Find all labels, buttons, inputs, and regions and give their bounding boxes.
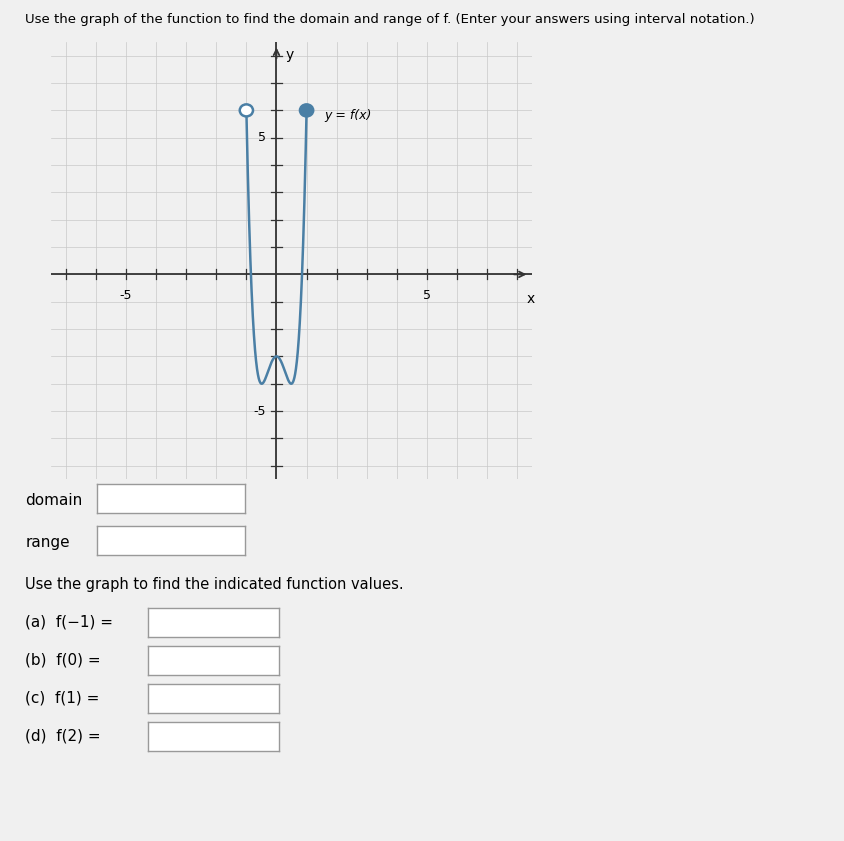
Text: 5: 5: [423, 289, 430, 303]
Text: domain: domain: [25, 493, 83, 508]
Text: (b)  f(0) =: (b) f(0) =: [25, 653, 100, 668]
Text: -5: -5: [253, 405, 266, 417]
Circle shape: [240, 104, 252, 116]
Text: y = f(x): y = f(x): [324, 108, 371, 122]
Text: (a)  f(−1) =: (a) f(−1) =: [25, 615, 113, 630]
Text: x: x: [526, 292, 534, 306]
Text: (d)  f(2) =: (d) f(2) =: [25, 728, 100, 743]
Text: 5: 5: [257, 131, 266, 144]
Text: range: range: [25, 535, 70, 550]
Circle shape: [300, 104, 313, 116]
Text: (c)  f(1) =: (c) f(1) =: [25, 690, 100, 706]
Text: y: y: [285, 48, 294, 61]
Text: Use the graph to find the indicated function values.: Use the graph to find the indicated func…: [25, 577, 403, 592]
Text: Use the graph of the function to find the domain and range of f. (Enter your ans: Use the graph of the function to find th…: [25, 13, 754, 25]
Text: -5: -5: [120, 289, 132, 303]
